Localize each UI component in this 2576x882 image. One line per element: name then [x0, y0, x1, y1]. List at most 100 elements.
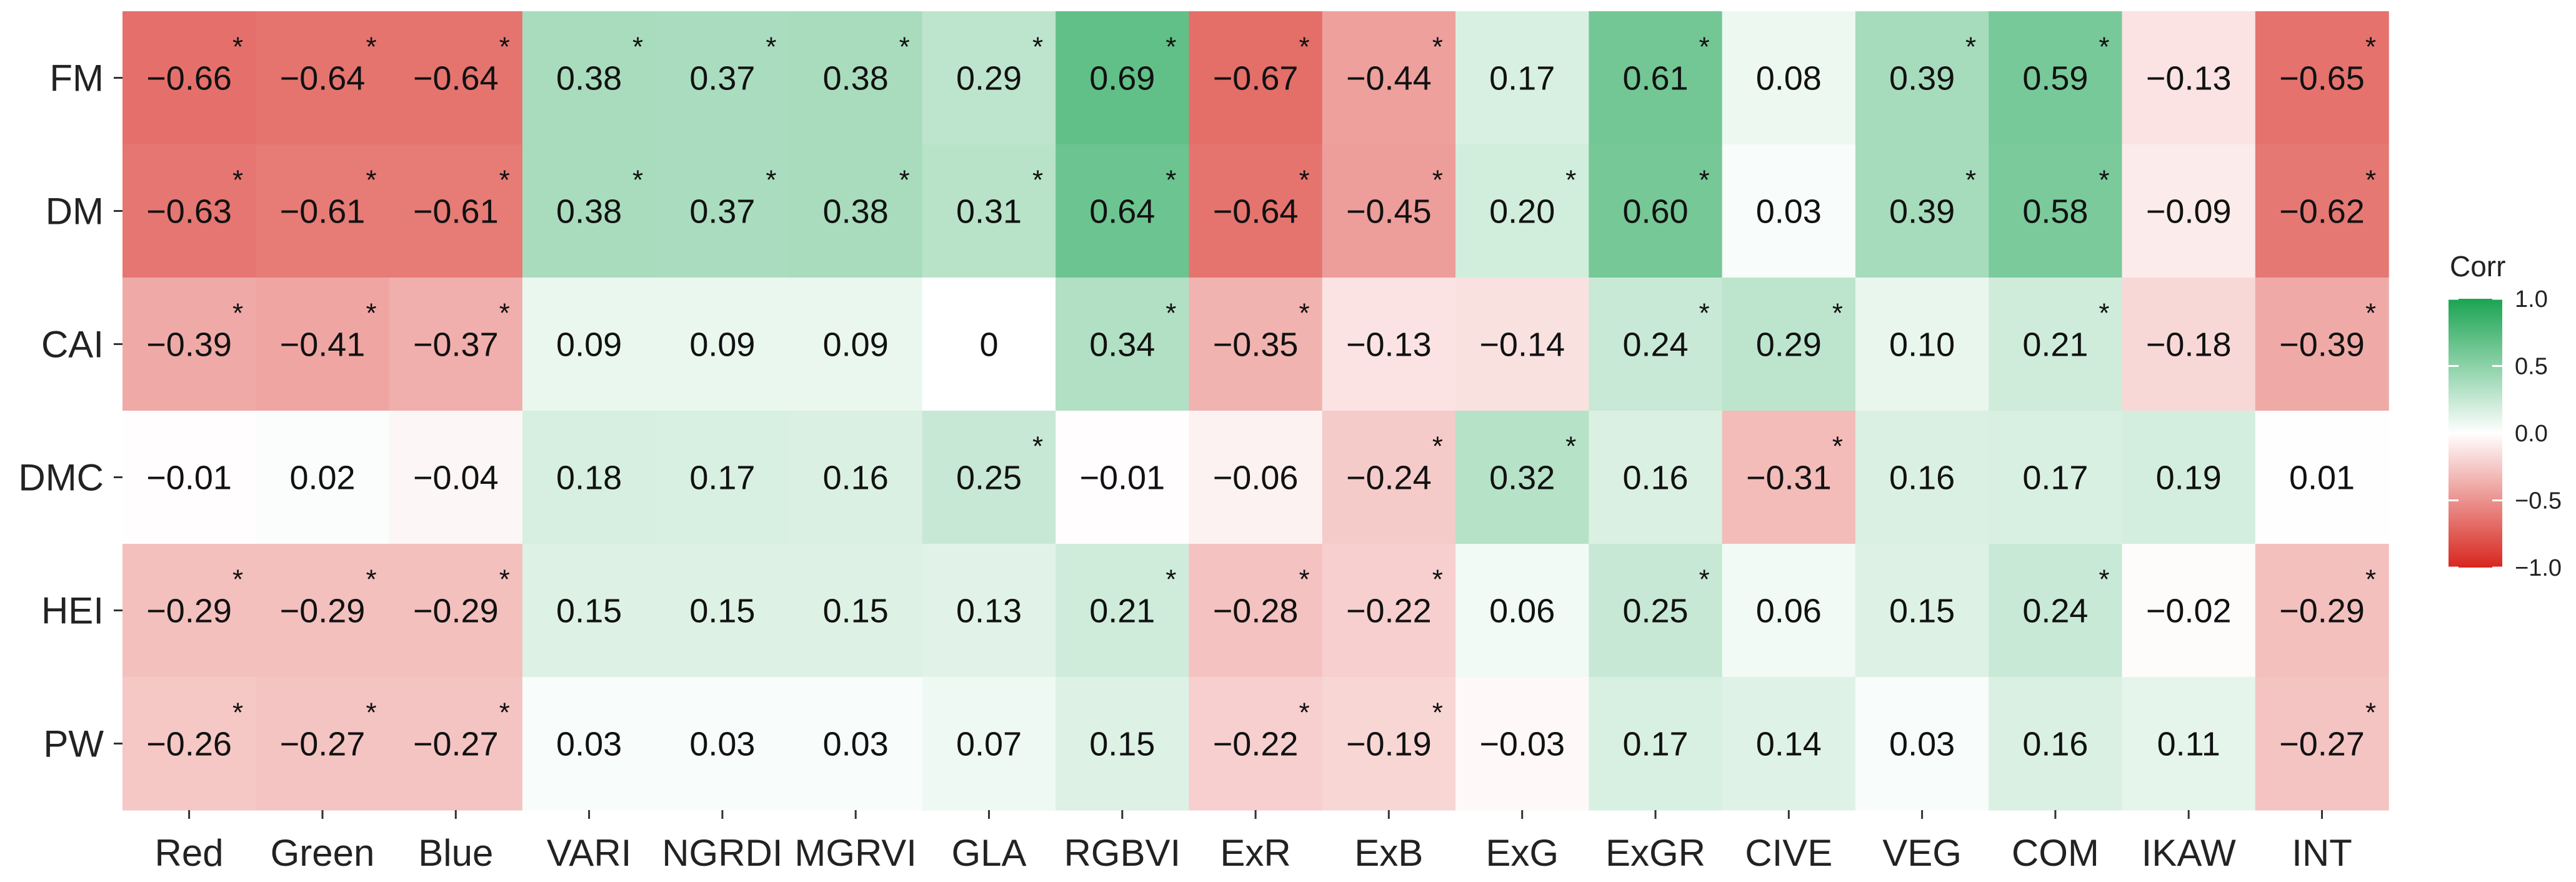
heatmap-cell-cai-red [122, 278, 256, 411]
heatmap-cell-dm-green [256, 144, 390, 278]
significance-star: * [1565, 165, 1576, 196]
heatmap-cell-pw-int [2255, 677, 2389, 811]
significance-star: * [499, 564, 510, 595]
x-tick-label: MGRVI [794, 832, 917, 874]
heatmap-cell-pw-ngrdi [656, 677, 790, 811]
cell-value-label: 0.01 [2289, 459, 2355, 497]
y-tick-label: PW [43, 723, 104, 765]
significance-star: * [1299, 698, 1310, 728]
x-tick-label: Red [155, 832, 224, 874]
heatmap-cell-cai-rgbvi [1056, 278, 1189, 411]
significance-star: * [366, 165, 376, 196]
heatmap-cell-labels: −0.66*−0.64*−0.64*0.38*0.37*0.38*0.29*0.… [146, 32, 2376, 763]
x-tick-label: ExGR [1605, 832, 1705, 874]
heatmap-cell-cai-mgrvi [789, 278, 923, 411]
cell-value-label: 0.32 [1489, 459, 1555, 497]
heatmap-cell-dmc-mgrvi [789, 411, 923, 544]
significance-star: * [2365, 698, 2376, 728]
cell-value-label: 0.03 [823, 726, 889, 763]
heatmap-cell-cai-green [256, 278, 390, 411]
heatmap-cell-dm-blue [389, 144, 523, 278]
cell-value-label: −0.31 [1746, 459, 1832, 497]
cell-value-label: 0.09 [823, 326, 889, 364]
significance-star: * [899, 32, 910, 63]
cell-value-label: −0.18 [2146, 326, 2232, 364]
cell-value-label: 0.38 [556, 193, 622, 231]
heatmap-cell-cai-veg [1855, 278, 1989, 411]
cell-value-label: 0.17 [1489, 60, 1555, 98]
cell-value-label: −0.02 [2146, 593, 2232, 630]
significance-star: * [499, 698, 510, 728]
legend: Corr 1.0 0.5 0.0 −0.5 −1.0 [2449, 250, 2562, 581]
y-tick-label: CAI [41, 324, 104, 366]
cell-value-label: −0.64 [1213, 193, 1299, 231]
significance-star: * [499, 32, 510, 63]
cell-value-label: 0.16 [823, 459, 889, 497]
heatmap-cell-pw-green [256, 677, 390, 811]
significance-star: * [2365, 298, 2376, 329]
heatmap-cell-hei-ngrdi [656, 544, 790, 678]
significance-star: * [366, 564, 376, 595]
cell-value-label: 0.38 [823, 193, 889, 231]
heatmap-cell-hei-veg [1855, 544, 1989, 678]
heatmap-cell-cai-exb [1322, 278, 1456, 411]
heatmap-cell-cai-gla [922, 278, 1056, 411]
heatmap-cell-fm-exgr [1589, 11, 1723, 145]
significance-star: * [1565, 431, 1576, 462]
y-tick-label: DM [46, 191, 104, 233]
heatmap-cell-cai-ngrdi [656, 278, 790, 411]
cell-value-label: 0.25 [1622, 593, 1688, 630]
legend-tick-label: −0.5 [2515, 488, 2562, 514]
significance-star: * [1965, 165, 1976, 196]
cell-value-label: −0.67 [1213, 60, 1299, 98]
x-axis: Red Green Blue VARI NGRDI MGRVI GLA RGBVI ExR ExB… [155, 810, 2352, 874]
heatmap-cell-dmc-cive [1722, 411, 1856, 544]
cell-value-label: 0.13 [956, 593, 1022, 630]
significance-star: * [632, 165, 643, 196]
heatmap-cell-dm-int [2255, 144, 2389, 278]
heatmap-cell-dm-ngrdi [656, 144, 790, 278]
heatmap-cell-cai-int [2255, 278, 2389, 411]
cell-value-label: −0.63 [146, 193, 232, 231]
cell-value-label: −0.62 [2279, 193, 2365, 231]
heatmap-cell-pw-exgr [1589, 677, 1723, 811]
legend-ticks: 1.0 0.5 0.0 −0.5 −1.0 [2449, 286, 2562, 581]
significance-star: * [1166, 32, 1176, 63]
cell-value-label: 0.64 [1089, 193, 1155, 231]
significance-star: * [1032, 32, 1043, 63]
significance-star: * [232, 298, 243, 329]
x-tick-label: RGBVI [1064, 832, 1181, 874]
cell-value-label: 0.29 [956, 60, 1022, 98]
cell-value-label: −0.29 [146, 593, 232, 630]
heatmap-cell-pw-red [122, 677, 256, 811]
cell-value-label: −0.22 [1213, 726, 1299, 763]
cell-value-label: 0.17 [2022, 459, 2088, 497]
cell-value-label: −0.65 [2279, 60, 2365, 98]
significance-star: * [366, 298, 376, 329]
heatmap-cell-fm-exb [1322, 11, 1456, 145]
cell-value-label: 0.37 [689, 60, 755, 98]
heatmap-cell-pw-rgbvi [1056, 677, 1189, 811]
cell-value-label: −0.01 [1079, 459, 1165, 497]
significance-star: * [1166, 564, 1176, 595]
cell-value-label: 0.14 [1756, 726, 1822, 763]
cell-value-label: 0.07 [956, 726, 1022, 763]
cell-value-label: 0.38 [556, 60, 622, 98]
cell-value-label: 0.16 [2022, 726, 2088, 763]
heatmap-cell-dm-ikaw [2122, 144, 2256, 278]
cell-value-label: 0.17 [1622, 726, 1688, 763]
cell-value-label: 0.34 [1089, 326, 1155, 364]
cell-value-label: 0.03 [1889, 726, 1955, 763]
significance-star: * [1432, 698, 1443, 728]
heatmap-cell-cai-blue [389, 278, 523, 411]
cell-value-label: 0.03 [1756, 193, 1822, 231]
significance-star: * [1166, 165, 1176, 196]
significance-star: * [2365, 564, 2376, 595]
cell-value-label: 0.16 [1622, 459, 1688, 497]
cell-value-label: 0.60 [1622, 193, 1688, 231]
significance-star: * [1965, 32, 1976, 63]
legend-tick-label: 1.0 [2515, 286, 2548, 313]
significance-star: * [1032, 431, 1043, 462]
cell-value-label: −0.45 [1346, 193, 1432, 231]
heatmap-cell-fm-mgrvi [789, 11, 923, 145]
